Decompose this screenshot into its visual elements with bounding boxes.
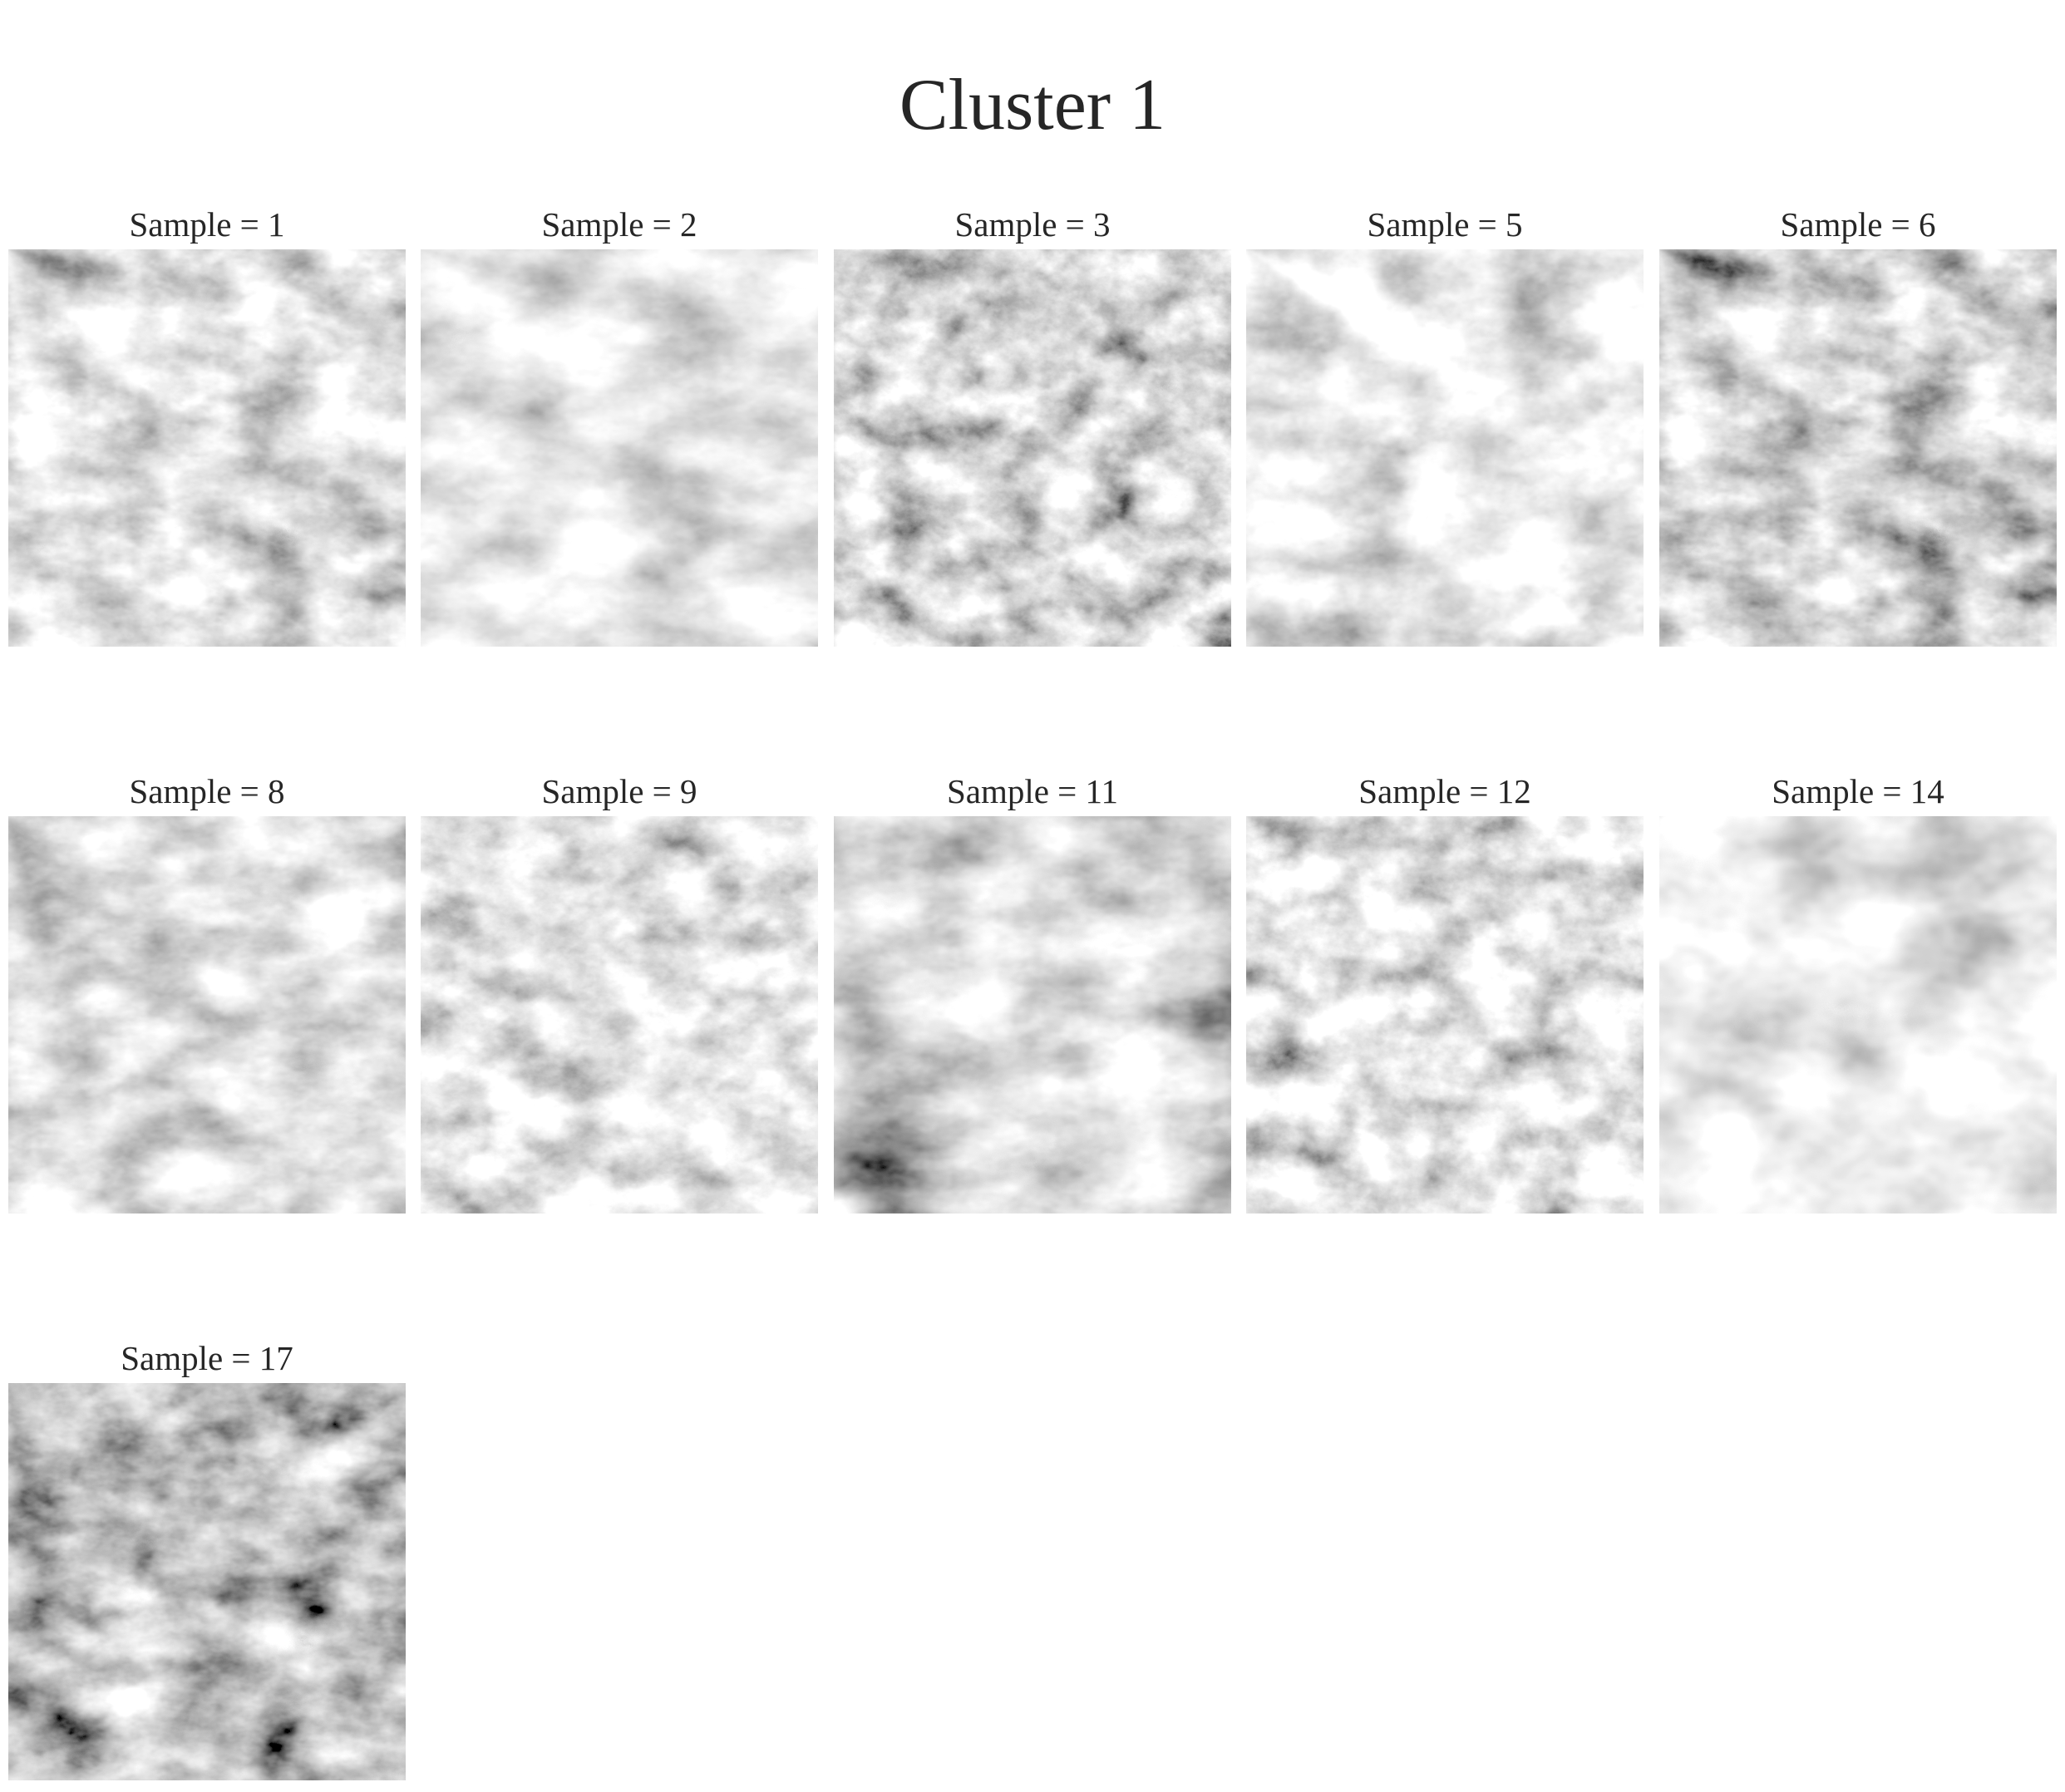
panel-title: Sample = 2 [541,205,697,244]
panel-sample-1: Sample = 1 [8,199,406,647]
panel-title: Sample = 17 [121,1339,293,1377]
panel-title: Sample = 8 [129,772,285,810]
sample-image [1659,816,2057,1214]
panel-title: Sample = 11 [946,772,1119,810]
sample-image [421,816,818,1214]
sample-image [1659,249,2057,647]
sample-image [8,816,406,1214]
sample-image [8,249,406,647]
panel-sample-8: Sample = 8 [8,766,406,1214]
panel-title: Sample = 14 [1772,772,1944,810]
figure-title: Cluster 1 [899,65,1166,145]
panel-title: Sample = 12 [1358,772,1531,810]
panel-sample-14: Sample = 14 [1659,766,2057,1214]
panel-sample-5: Sample = 5 [1246,199,1644,647]
panel-title: Sample = 1 [129,205,285,244]
panel-sample-17: Sample = 17 [8,1333,406,1780]
sample-image [834,249,1231,647]
panel-title: Sample = 5 [1367,205,1523,244]
panel-sample-9: Sample = 9 [421,766,818,1214]
panel-sample-2: Sample = 2 [421,199,818,647]
panel-sample-6: Sample = 6 [1659,199,2057,647]
panel-sample-12: Sample = 12 [1246,766,1644,1214]
sample-image [1246,249,1644,647]
sample-image [8,1383,406,1780]
panel-title: Sample = 3 [954,205,1111,244]
panel-title: Sample = 6 [1780,205,1936,244]
panel-title: Sample = 9 [541,772,697,810]
sample-image [834,816,1231,1214]
sample-image [421,249,818,647]
sample-image [1246,816,1644,1214]
panel-sample-11: Sample = 11 [834,766,1231,1214]
panel-sample-3: Sample = 3 [834,199,1231,647]
